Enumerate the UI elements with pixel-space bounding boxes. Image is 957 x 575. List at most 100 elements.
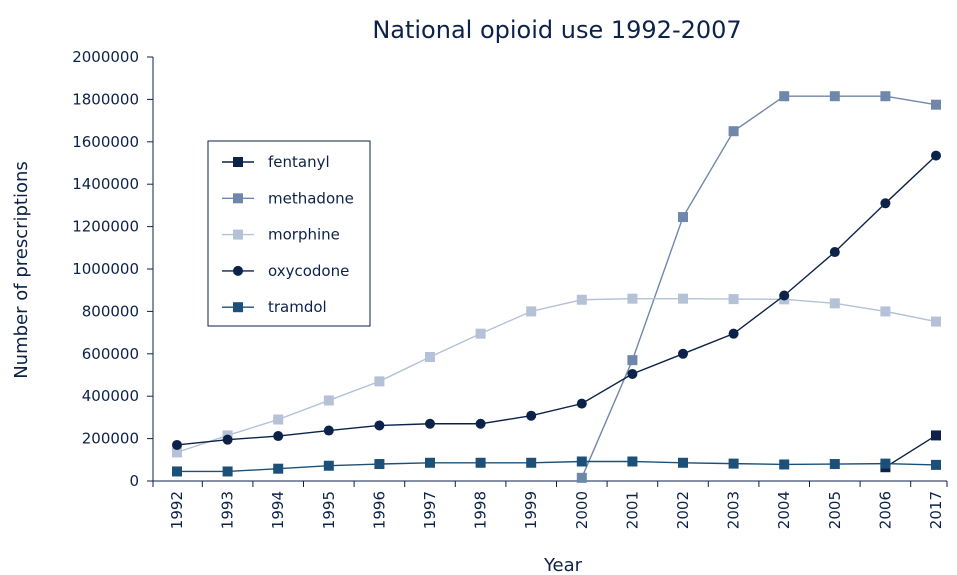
legend-item-fentanyl: fentanyl [222, 153, 330, 171]
y-tick-label: 800000 [82, 302, 139, 320]
legend-marker [233, 157, 243, 167]
x-tick-label: 2017 [927, 491, 945, 529]
methadone-point [576, 472, 587, 483]
oxycodone-point [678, 348, 688, 359]
y-tick-label: 1600000 [72, 133, 139, 151]
x-tick-label: 1998 [472, 491, 490, 529]
legend-marker [233, 229, 243, 240]
morphine-point [425, 351, 435, 362]
morphine-point [829, 298, 840, 309]
methadone-point [779, 91, 790, 102]
legend-item-morphine: morphine [222, 226, 340, 244]
tramdol-point [323, 460, 334, 471]
x-tick-label: 1992 [168, 491, 186, 529]
oxycodone-point [425, 418, 435, 429]
tramdol-point [880, 458, 891, 469]
oxycodone-point [172, 439, 182, 450]
x-tick-label: 1999 [522, 491, 540, 529]
y-tick-label: 400000 [82, 387, 139, 405]
tramdol-point [829, 459, 840, 470]
methadone-point [880, 91, 891, 102]
x-tick-label: 2002 [674, 491, 692, 529]
y-tick-label: 0 [129, 472, 139, 490]
fentanyl-line [885, 434, 937, 468]
morphine-point [172, 447, 182, 458]
y-tick-label: 1400000 [72, 175, 139, 193]
methadone-point [931, 99, 941, 110]
legend-label: morphine [268, 226, 340, 244]
tramdol-line [177, 460, 937, 473]
series-tramdol [172, 456, 941, 477]
tramdol-point [576, 456, 587, 467]
oxycodone-point [829, 247, 840, 258]
series-methadone [576, 91, 941, 483]
tramdol-point [222, 466, 233, 477]
oxycodone-point [374, 420, 385, 431]
tramdol-point [678, 457, 688, 468]
tramdol-point [273, 463, 284, 474]
morphine-point [374, 376, 385, 387]
x-tick-label: 2006 [876, 491, 894, 529]
methadone-point [728, 126, 739, 137]
methadone-point [627, 355, 638, 366]
series-morphine [172, 293, 941, 458]
morphine-point [678, 293, 688, 304]
morphine-point [576, 294, 587, 305]
methadone-point [829, 91, 840, 102]
x-tick-label: 2004 [775, 491, 793, 529]
morphine-line [176, 297, 937, 454]
tramdol-point [627, 456, 638, 467]
oxycodone-point [880, 198, 891, 209]
chart-title: National opioid use 1992-2007 [372, 16, 741, 44]
morphine-point [475, 328, 486, 339]
x-axis-label: Year [543, 555, 583, 575]
oxycodone-point [931, 150, 941, 161]
oxycodone-point [526, 410, 537, 421]
methadone-line [581, 95, 937, 479]
morphine-point [526, 306, 537, 317]
oxycodone-line [176, 155, 937, 446]
x-tick-label: 2005 [826, 491, 844, 529]
y-tick-label: 1200000 [72, 218, 139, 236]
x-tick-label: 1994 [269, 491, 287, 529]
tramdol-point [526, 457, 537, 468]
legend-label: oxycodone [268, 262, 349, 280]
series-oxycodone [172, 150, 941, 450]
oxycodone-point [475, 418, 486, 429]
y-tick-label: 200000 [82, 430, 139, 448]
methadone-point [678, 212, 688, 223]
x-tick-label: 1993 [219, 491, 237, 529]
oxycodone-point [323, 425, 334, 436]
tramdol-point [475, 457, 486, 468]
legend-marker [233, 302, 243, 313]
x-tick-label: 2000 [573, 491, 591, 529]
morphine-point [323, 395, 334, 406]
series-layer [172, 91, 941, 483]
tramdol-point [728, 458, 739, 469]
tramdol-point [425, 457, 435, 468]
morphine-point [931, 316, 941, 327]
y-tick-label: 1000000 [72, 260, 139, 278]
y-tick-label: 2000000 [72, 48, 139, 66]
legend: fentanyl methadone morphine oxycodone tramdo… [207, 140, 371, 327]
x-tick-label: 1995 [320, 491, 338, 529]
legend-marker [233, 265, 243, 276]
y-tick-label: 1800000 [72, 90, 139, 108]
legend-marker [233, 193, 243, 204]
x-tick-label: 1996 [370, 491, 388, 529]
legend-item-methadone: methadone [222, 189, 354, 207]
y-axis-label: Number of prescriptions [11, 161, 32, 379]
legend-label: fentanyl [268, 153, 330, 171]
morphine-point [880, 306, 891, 317]
x-tick-label: 2001 [623, 491, 641, 529]
legend-label: methadone [268, 189, 354, 207]
morphine-point [627, 293, 638, 304]
oxycodone-point [728, 328, 739, 339]
axes: 0 200000 400000 600000 800000 1000000 1200000 1… [72, 48, 948, 529]
legend-item-oxycodone: oxycodone [222, 262, 349, 280]
morphine-point [728, 294, 739, 305]
x-tick-label: 1997 [421, 491, 439, 529]
legend-item-tramdol: tramdol [222, 298, 327, 316]
oxycodone-point [627, 368, 638, 379]
